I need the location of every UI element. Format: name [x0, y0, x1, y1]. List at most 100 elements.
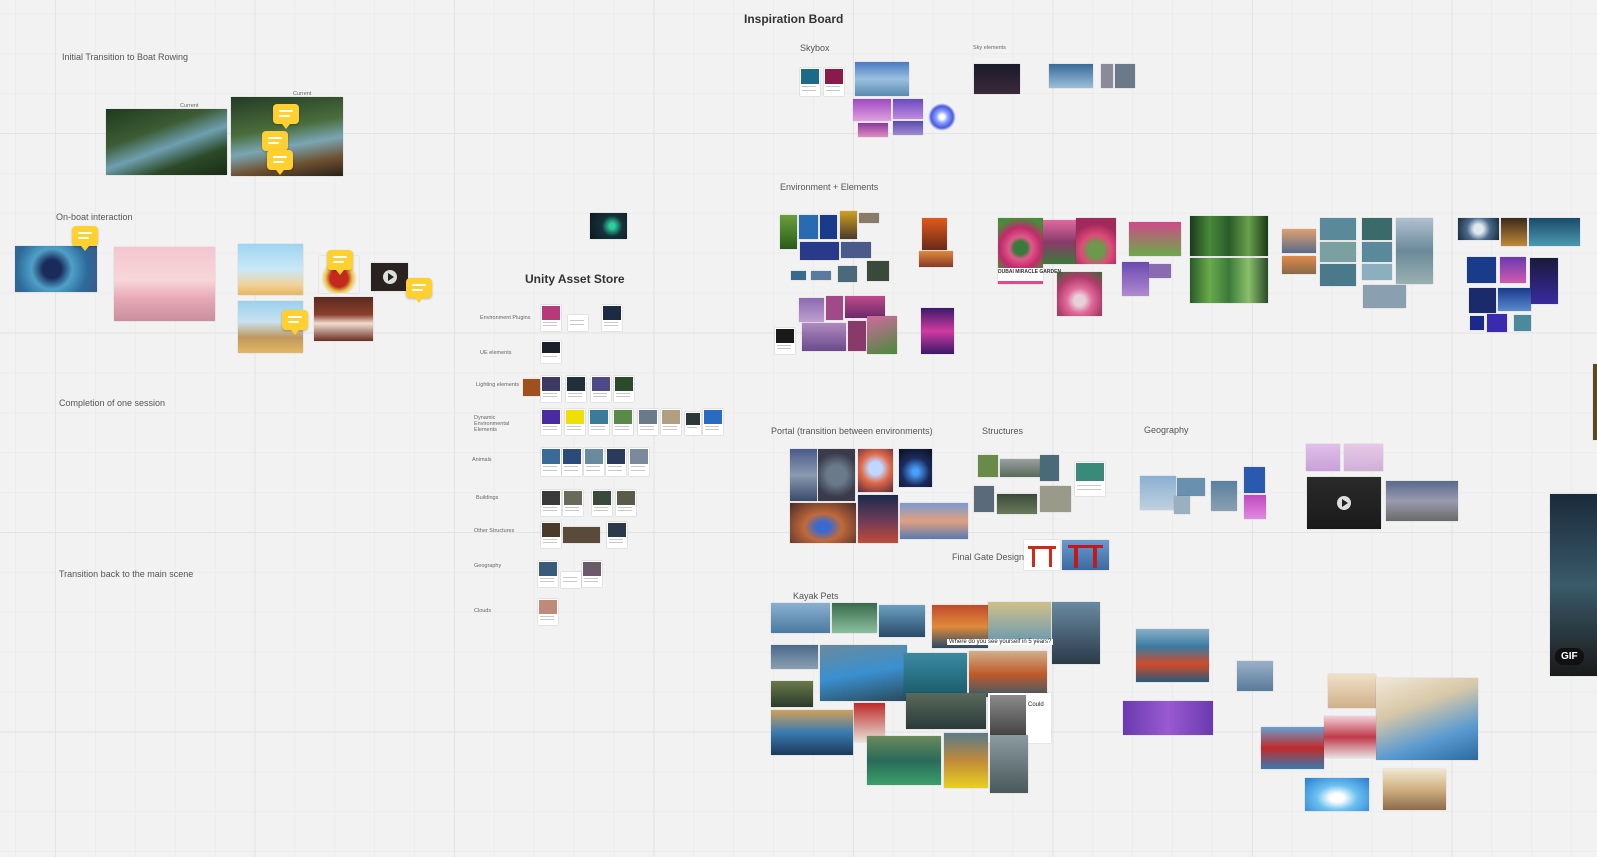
environment-image[interactable]: [1282, 256, 1316, 274]
environment-image[interactable]: [841, 242, 871, 258]
offscreen-image-edge[interactable]: [1593, 364, 1597, 440]
environment-image[interactable]: [1467, 257, 1496, 283]
kayak-pet-image[interactable]: [1052, 602, 1100, 664]
glow-orb-image[interactable]: [928, 103, 956, 131]
portal-image[interactable]: [858, 449, 893, 492]
play-icon[interactable]: [1337, 496, 1351, 510]
environment-image[interactable]: [1320, 218, 1356, 240]
asset-card[interactable]: [616, 490, 636, 516]
whale-sky-image[interactable]: [1049, 64, 1093, 88]
ship-image[interactable]: [1324, 716, 1376, 758]
environment-image[interactable]: [799, 298, 824, 322]
structure-card[interactable]: [1075, 462, 1105, 496]
asset-card[interactable]: [685, 412, 701, 435]
flower-garden-image[interactable]: DUBAI MIRACLE GARDEN: [998, 218, 1061, 284]
environment-image[interactable]: [840, 211, 857, 239]
environment-image[interactable]: [1396, 218, 1433, 284]
environment-image[interactable]: [922, 218, 947, 250]
kayak-pet-image[interactable]: [969, 651, 1047, 697]
structure-image[interactable]: [1040, 455, 1059, 481]
video-thumbnail[interactable]: [371, 263, 408, 291]
environment-image[interactable]: [919, 251, 953, 267]
asset-card[interactable]: [703, 409, 723, 435]
sky-element-image[interactable]: [1101, 64, 1113, 88]
asset-card[interactable]: [582, 561, 602, 587]
kayak-pet-image[interactable]: [771, 681, 813, 707]
asset-thumbnail[interactable]: [563, 527, 600, 543]
comment-icon[interactable]: [327, 250, 353, 275]
geography-image[interactable]: [1386, 481, 1458, 521]
asset-card[interactable]: [541, 522, 561, 548]
asset-card[interactable]: [566, 376, 586, 402]
environment-image[interactable]: [867, 316, 897, 354]
asset-card[interactable]: [614, 376, 634, 402]
environment-image[interactable]: [1362, 218, 1392, 240]
asset-card[interactable]: [613, 409, 633, 435]
environment-image[interactable]: [1469, 288, 1496, 313]
environment-image[interactable]: [826, 296, 843, 320]
environment-image[interactable]: [811, 271, 831, 280]
skybox-card[interactable]: [824, 68, 844, 96]
kayak-pet-image[interactable]: [988, 602, 1051, 642]
asset-card[interactable]: [541, 376, 561, 402]
environment-image[interactable]: [1362, 242, 1392, 262]
asset-card[interactable]: [541, 305, 561, 331]
ship-image[interactable]: [1328, 674, 1376, 708]
environment-image[interactable]: [1362, 264, 1392, 280]
asset-card[interactable]: [592, 490, 612, 516]
kayak-pet-image[interactable]: [1237, 661, 1273, 691]
geography-image[interactable]: [1174, 496, 1190, 514]
asset-card[interactable]: [606, 448, 626, 476]
flower-garden-image[interactable]: [1043, 220, 1076, 264]
sky-panorama-image[interactable]: [855, 62, 909, 96]
asset-card[interactable]: [602, 305, 622, 331]
environment-image[interactable]: [845, 296, 885, 318]
asset-card[interactable]: [563, 490, 583, 516]
asset-card[interactable]: [538, 599, 558, 625]
ship-image[interactable]: [1383, 769, 1446, 810]
torii-portal-image[interactable]: [858, 495, 898, 543]
comment-icon[interactable]: [282, 310, 308, 335]
kayak-pet-image[interactable]: [771, 603, 830, 633]
speaker-portrait-image[interactable]: [314, 297, 373, 341]
environment-image[interactable]: [921, 308, 954, 354]
environment-image[interactable]: [1320, 264, 1356, 286]
lanterns-image[interactable]: [974, 64, 1020, 94]
environment-image[interactable]: [1487, 314, 1507, 332]
asset-card[interactable]: [562, 448, 582, 476]
environment-image[interactable]: [1498, 288, 1531, 311]
kayak-pet-image[interactable]: [1123, 701, 1213, 735]
sailing-ship-image[interactable]: [1376, 678, 1478, 760]
geography-image[interactable]: [1244, 467, 1265, 493]
geography-image[interactable]: [1211, 481, 1237, 511]
environment-image[interactable]: [1470, 316, 1484, 330]
comment-icon[interactable]: [262, 131, 288, 156]
flower-garden-image[interactable]: [1129, 222, 1181, 256]
kayak-pet-image[interactable]: [879, 605, 925, 637]
kayak-pet-image[interactable]: [944, 733, 988, 788]
bamboo-forest-image[interactable]: [1190, 258, 1268, 303]
comment-icon[interactable]: [406, 278, 432, 303]
asset-card[interactable]: [638, 409, 658, 435]
environment-card[interactable]: [775, 328, 795, 354]
flower-garden-image[interactable]: [1076, 218, 1116, 264]
asset-card[interactable]: [541, 341, 561, 363]
purple-sky-image[interactable]: [853, 99, 891, 121]
skybox-card[interactable]: [800, 68, 820, 96]
structure-image[interactable]: [997, 494, 1037, 514]
kayak-pet-image[interactable]: [820, 645, 907, 701]
asset-card[interactable]: [541, 490, 561, 516]
environment-image[interactable]: [799, 215, 818, 239]
flower-garden-image[interactable]: [1149, 264, 1171, 278]
portal-image[interactable]: [899, 449, 932, 487]
portal-image[interactable]: [818, 449, 855, 501]
asset-card[interactable]: [607, 522, 627, 548]
environment-image[interactable]: [802, 323, 846, 351]
play-icon[interactable]: [382, 270, 397, 284]
environment-image[interactable]: [838, 266, 857, 282]
kayak-pet-image[interactable]: [990, 735, 1028, 793]
purple-sky-image[interactable]: [858, 123, 888, 137]
environment-image[interactable]: [1514, 315, 1531, 331]
asset-card[interactable]: [629, 448, 649, 476]
kayak-pet-image[interactable]: [867, 736, 941, 785]
